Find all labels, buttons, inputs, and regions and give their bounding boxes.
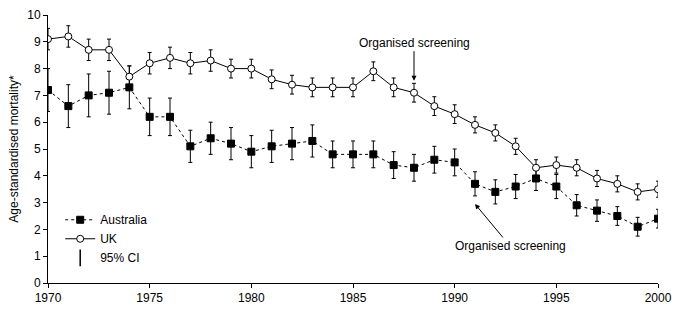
svg-text:Organised screening: Organised screening xyxy=(359,36,470,50)
svg-text:4: 4 xyxy=(34,169,41,183)
svg-text:2000: 2000 xyxy=(645,291,672,305)
svg-text:3: 3 xyxy=(34,196,41,210)
svg-text:1: 1 xyxy=(34,249,41,263)
svg-text:95% CI: 95% CI xyxy=(100,251,139,265)
svg-text:Age-standardised mortality*: Age-standardised mortality* xyxy=(7,75,21,223)
svg-text:5: 5 xyxy=(34,142,41,156)
svg-text:1970: 1970 xyxy=(35,291,62,305)
svg-text:8: 8 xyxy=(34,62,41,76)
svg-text:Organised screening: Organised screening xyxy=(455,239,566,253)
svg-text:7: 7 xyxy=(34,89,41,103)
svg-text:1975: 1975 xyxy=(136,291,163,305)
svg-text:1985: 1985 xyxy=(340,291,367,305)
svg-text:1995: 1995 xyxy=(543,291,570,305)
svg-text:UK: UK xyxy=(100,232,117,246)
svg-text:6: 6 xyxy=(34,115,41,129)
svg-text:1980: 1980 xyxy=(238,291,265,305)
svg-text:Australia: Australia xyxy=(100,213,147,227)
svg-text:9: 9 xyxy=(34,35,41,49)
svg-text:1990: 1990 xyxy=(441,291,468,305)
svg-text:0: 0 xyxy=(34,276,41,290)
svg-text:10: 10 xyxy=(27,8,41,22)
svg-text:2: 2 xyxy=(34,223,41,237)
